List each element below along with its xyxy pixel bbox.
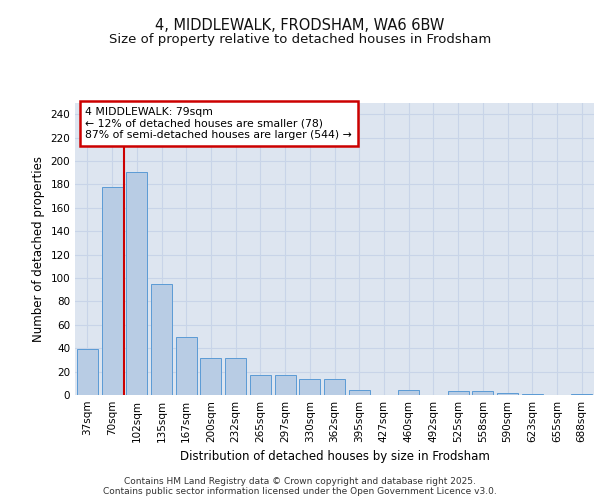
Bar [448,392,469,395]
Bar [250,375,271,395]
Bar [349,390,370,395]
Bar [225,358,246,395]
Bar [176,336,197,395]
Bar [497,392,518,395]
Bar [275,375,296,395]
Text: Contains HM Land Registry data © Crown copyright and database right 2025.
Contai: Contains HM Land Registry data © Crown c… [103,476,497,496]
Bar [472,392,493,395]
Text: Size of property relative to detached houses in Frodsham: Size of property relative to detached ho… [109,32,491,46]
Bar [77,350,98,395]
Bar [324,378,345,395]
Text: 4 MIDDLEWALK: 79sqm
← 12% of detached houses are smaller (78)
87% of semi-detach: 4 MIDDLEWALK: 79sqm ← 12% of detached ho… [85,107,352,140]
Y-axis label: Number of detached properties: Number of detached properties [32,156,45,342]
Bar [101,186,122,395]
Bar [522,394,543,395]
Bar [151,284,172,395]
Bar [126,172,147,395]
Bar [571,394,592,395]
Bar [200,358,221,395]
Bar [299,378,320,395]
X-axis label: Distribution of detached houses by size in Frodsham: Distribution of detached houses by size … [179,450,490,464]
Text: 4, MIDDLEWALK, FRODSHAM, WA6 6BW: 4, MIDDLEWALK, FRODSHAM, WA6 6BW [155,18,445,32]
Bar [398,390,419,395]
